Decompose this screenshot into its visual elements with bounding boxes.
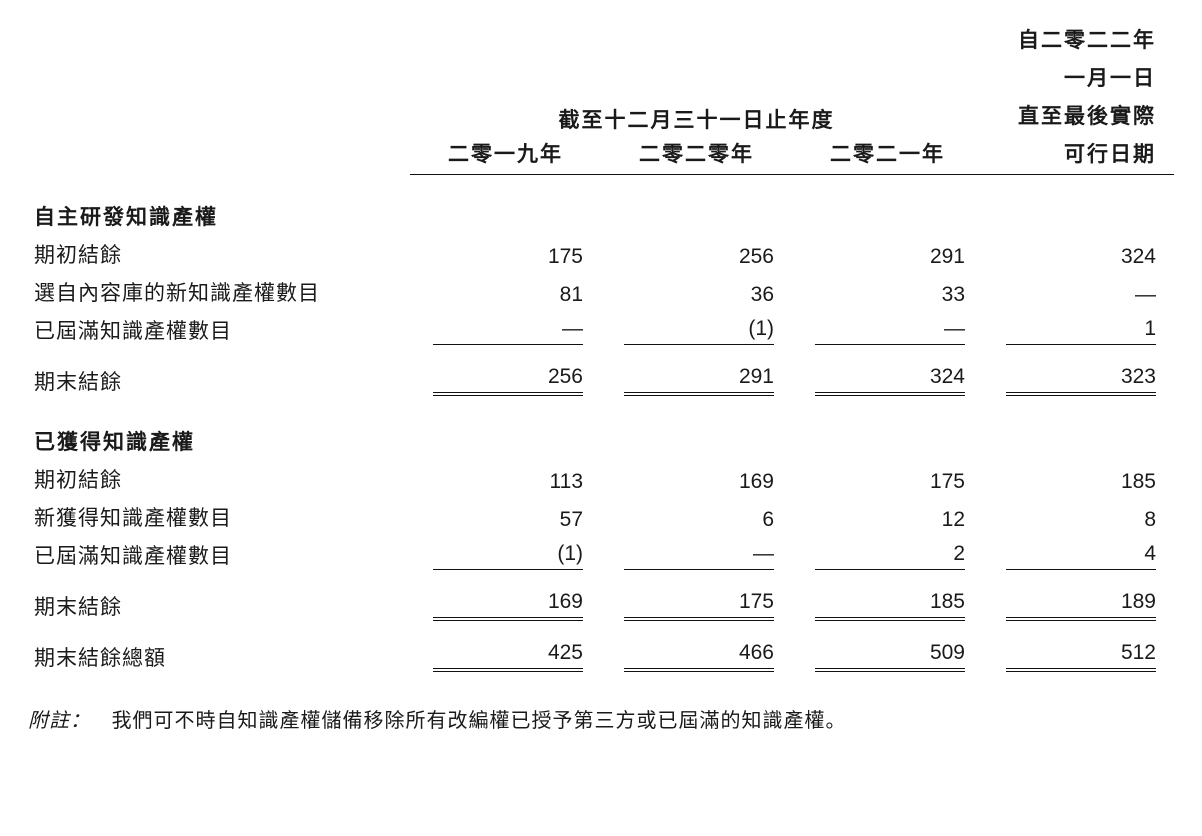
row-label: 期末結餘: [28, 586, 410, 625]
footnote-label: 附註：: [28, 710, 91, 732]
cell-value: 33: [792, 273, 983, 311]
header-right-line4: 可行日期: [983, 134, 1174, 175]
cell-value: —: [433, 317, 583, 345]
cell-value: 175: [792, 460, 983, 498]
cell-value: 175: [410, 235, 601, 273]
grand-total-row: 期末結餘總額 425 466 509 512: [28, 637, 1174, 676]
table-row: 期初結餘 175 256 291 324: [28, 235, 1174, 273]
cell-value: 185: [983, 460, 1174, 498]
table-row: 期初結餘 113 169 175 185: [28, 460, 1174, 498]
row-label: 期末結餘總額: [28, 637, 410, 676]
table-row: 已屆滿知識產權數目 — (1) — 1: [28, 311, 1174, 349]
header-right-line2: 一月一日: [983, 58, 1174, 96]
cell-value: 81: [410, 273, 601, 311]
row-label: 新獲得知識產權數目: [28, 498, 410, 536]
cell-value: 1: [1006, 317, 1156, 345]
header-right-line3: 直至最後實際: [983, 96, 1174, 134]
row-label: 已屆滿知識產權數目: [28, 536, 410, 574]
cell-value: 324: [815, 365, 965, 396]
row-label: 選自內容庫的新知識產權數目: [28, 273, 410, 311]
header-right-line1: 自二零二二年: [983, 20, 1174, 58]
header-span-years: 截至十二月三十一日止年度: [410, 96, 983, 134]
cell-value: 324: [983, 235, 1174, 273]
subtotal-row: 期末結餘 169 175 185 189: [28, 586, 1174, 625]
footnote-text: 我們可不時自知識產權儲備移除所有改編權已授予第三方或已屆滿的知識產權。: [112, 710, 847, 732]
row-label: 已屆滿知識產權數目: [28, 311, 410, 349]
cell-value: 12: [792, 498, 983, 536]
row-label: 期末結餘: [28, 361, 410, 400]
cell-value: 169: [433, 590, 583, 621]
cell-value: 2: [815, 542, 965, 570]
table-row: 選自內容庫的新知識產權數目 81 36 33 —: [28, 273, 1174, 311]
cell-value: 466: [624, 641, 774, 672]
cell-value: —: [983, 273, 1174, 311]
ip-reconciliation-table: 自二零二二年 一月一日 截至十二月三十一日止年度 直至最後實際 二零一九年 二零…: [28, 20, 1174, 676]
cell-value: 512: [1006, 641, 1156, 672]
cell-value: (1): [433, 542, 583, 570]
cell-value: 175: [624, 590, 774, 621]
cell-value: 256: [433, 365, 583, 396]
cell-value: 291: [624, 365, 774, 396]
cell-value: 8: [983, 498, 1174, 536]
cell-value: 4: [1006, 542, 1156, 570]
col-header-2020: 二零二零年: [601, 134, 792, 175]
cell-value: 509: [815, 641, 965, 672]
cell-value: 113: [410, 460, 601, 498]
subtotal-row: 期末結餘 256 291 324 323: [28, 361, 1174, 400]
table-row: 新獲得知識產權數目 57 6 12 8: [28, 498, 1174, 536]
cell-value: 256: [601, 235, 792, 273]
footnote: 附註： 我們可不時自知識產權儲備移除所有改編權已授予第三方或已屆滿的知識產權。: [28, 704, 1174, 733]
cell-value: 57: [410, 498, 601, 536]
section-title-0: 自主研發知識產權: [28, 187, 1174, 235]
cell-value: 291: [792, 235, 983, 273]
cell-value: —: [624, 542, 774, 570]
cell-value: 169: [601, 460, 792, 498]
cell-value: 189: [1006, 590, 1156, 621]
cell-value: 6: [601, 498, 792, 536]
row-label: 期初結餘: [28, 235, 410, 273]
cell-value: 185: [815, 590, 965, 621]
section-title-1: 已獲得知識產權: [28, 412, 1174, 460]
cell-value: (1): [624, 317, 774, 345]
cell-value: —: [815, 317, 965, 345]
cell-value: 323: [1006, 365, 1156, 396]
col-header-2019: 二零一九年: [410, 134, 601, 175]
cell-value: 425: [433, 641, 583, 672]
row-label: 期初結餘: [28, 460, 410, 498]
financial-table: 自二零二二年 一月一日 截至十二月三十一日止年度 直至最後實際 二零一九年 二零…: [28, 20, 1174, 676]
cell-value: 36: [601, 273, 792, 311]
table-row: 已屆滿知識產權數目 (1) — 2 4: [28, 536, 1174, 574]
col-header-2021: 二零二一年: [792, 134, 983, 175]
